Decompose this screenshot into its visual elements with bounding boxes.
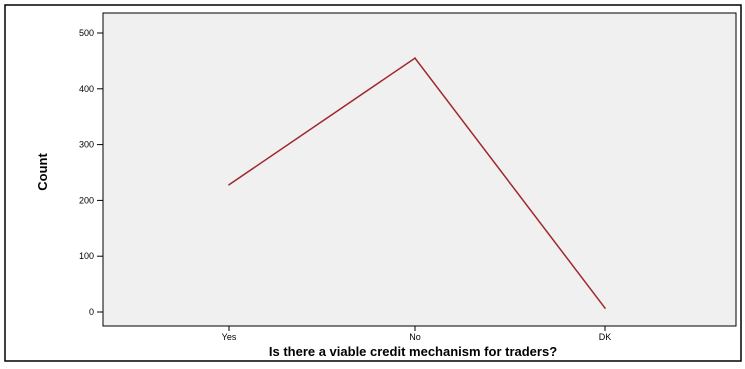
y-tick-label: 300 xyxy=(79,140,94,150)
x-tick-label: DK xyxy=(599,332,612,342)
y-tick-label: 0 xyxy=(89,307,94,317)
x-axis-ticks: Yes No DK xyxy=(222,326,612,342)
data-points xyxy=(228,57,606,309)
plot-area xyxy=(102,12,737,327)
y-tick-label: 200 xyxy=(79,195,94,205)
y-axis-ticks: 0 100 200 300 400 500 xyxy=(79,28,103,317)
x-tick-label: No xyxy=(409,332,421,342)
x-tick-label: Yes xyxy=(222,332,237,342)
y-tick-label: 500 xyxy=(79,28,94,38)
y-tick-label: 100 xyxy=(79,251,94,261)
data-point-dk xyxy=(604,307,606,309)
y-axis-label: Count xyxy=(35,153,50,191)
y-tick-label: 400 xyxy=(79,84,94,94)
data-point-yes xyxy=(228,183,230,186)
data-point-no xyxy=(414,57,416,59)
x-axis-label: Is there a viable credit mechanism for t… xyxy=(269,344,557,359)
